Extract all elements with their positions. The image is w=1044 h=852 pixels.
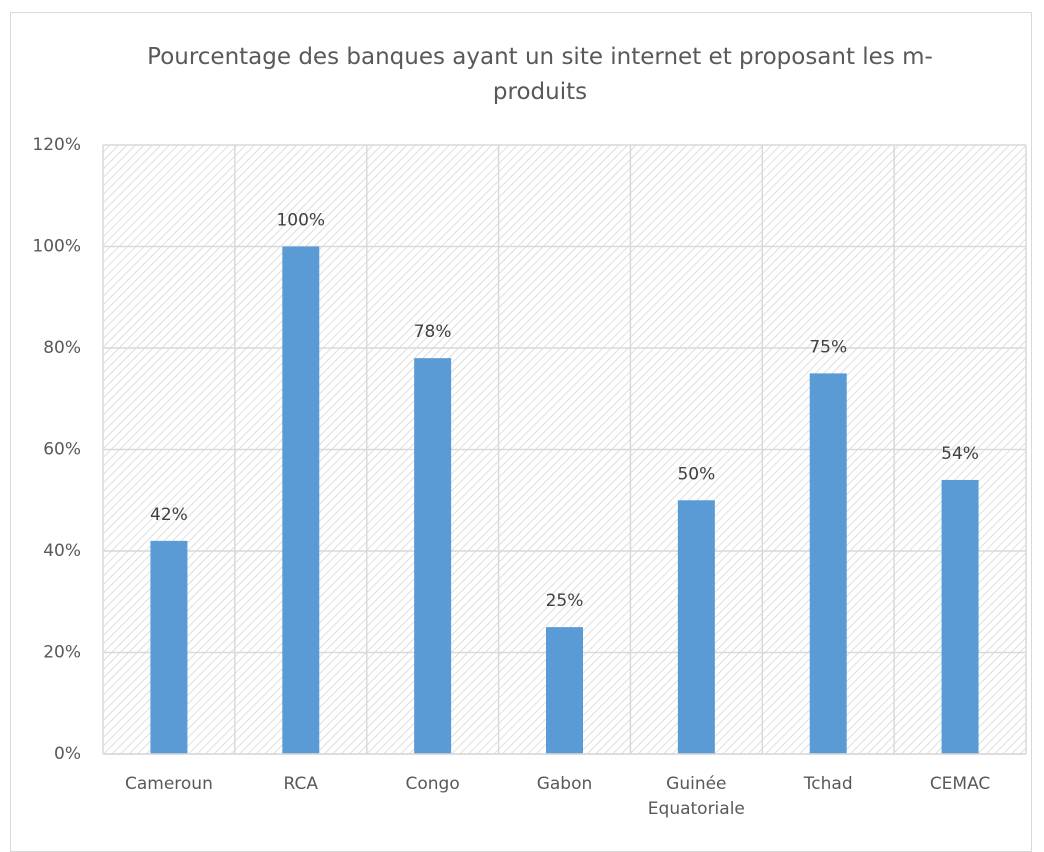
bar [150,540,188,754]
x-tick-label: CEMAC [929,774,991,794]
y-tick-label: 20% [43,643,81,663]
y-tick-label: 60% [43,440,81,460]
bar [282,246,320,754]
y-tick-label: 80% [43,338,81,358]
bar [414,358,452,754]
bar [941,479,979,754]
bar [677,500,715,754]
bar [546,627,583,754]
x-tick-label: Gabon [536,774,593,794]
y-tick-label: 40% [43,541,81,561]
plot: 0% 20% 40% 60% 80% 100% 120% 42% 100% 78% 25% 50% 75… [32,135,1027,764]
x-tick-label: RCA [283,774,319,794]
x-tick-label: Tchad [803,774,853,794]
data-label: 75% [809,337,847,357]
bar [809,373,847,754]
y-tick-label: 0% [54,744,81,764]
x-tick-label: Cameroun [124,774,213,794]
data-label: 78% [414,322,452,342]
data-label: 54% [941,444,979,464]
chart: Pourcentage des banques ayant un site in… [10,12,1032,852]
data-label: 100% [276,211,325,231]
y-tick-label: 120% [32,135,81,155]
data-label: 25% [546,591,584,611]
y-tick-label: 100% [32,237,81,257]
data-label: 42% [150,505,188,525]
x-tick-label: Guinée Equatoriale [647,774,745,819]
data-label: 50% [677,464,715,484]
chart-title: Pourcentage des banques ayant un site in… [147,44,933,105]
x-tick-label: Congo [405,774,460,794]
